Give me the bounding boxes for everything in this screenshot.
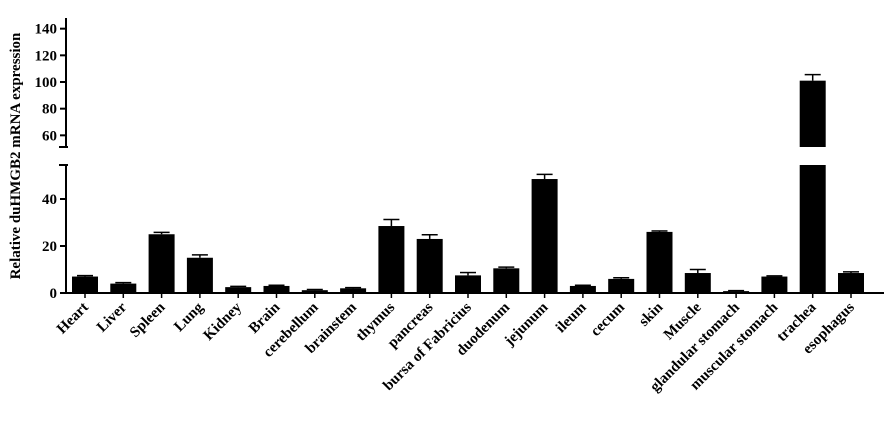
y-tick-label: 140 [35,22,58,38]
x-category-label: skin [636,299,667,330]
bar [838,273,864,293]
bar [646,231,673,293]
bars [72,80,864,293]
x-category-label: Lung [171,299,207,335]
y-tick-label: 80 [42,102,57,118]
bar-lower-segment [799,165,826,293]
bar [301,290,328,293]
bar [148,234,175,293]
bar [72,276,98,293]
bar [684,273,711,293]
axes [59,18,884,294]
bar [416,238,443,293]
bar [340,288,367,293]
bar [455,275,481,293]
y-axis-title: Relative duHMGB2 mRNA expression [8,32,24,279]
bar [225,287,252,293]
x-category-label: ileum [553,299,590,336]
bar [608,278,635,293]
bar [761,276,788,293]
y-tick-label: 0 [50,286,58,302]
bar [263,285,290,293]
bar [110,283,137,293]
bar [378,226,405,293]
bar [723,291,750,293]
x-category-label: Kidney [201,299,246,344]
bar [569,285,596,293]
x-category-label: Spleen [127,299,169,341]
y-ticks: 0 20 40 60 80 100 120 140 [35,22,66,302]
x-category-label: cecum [588,299,629,340]
bar [531,179,558,293]
bar [493,268,520,293]
x-category-label: Heart [54,300,92,338]
y-tick-label: 120 [35,48,58,64]
y-tick-label: 20 [42,239,57,255]
error-bars [77,73,859,292]
x-category-label: Liver [94,299,130,335]
y-tick-label: 40 [42,192,57,208]
y-tick-label: 100 [35,75,58,91]
y-tick-label: 60 [42,128,57,144]
bar-upper-segment [799,80,826,147]
bar [186,257,213,293]
